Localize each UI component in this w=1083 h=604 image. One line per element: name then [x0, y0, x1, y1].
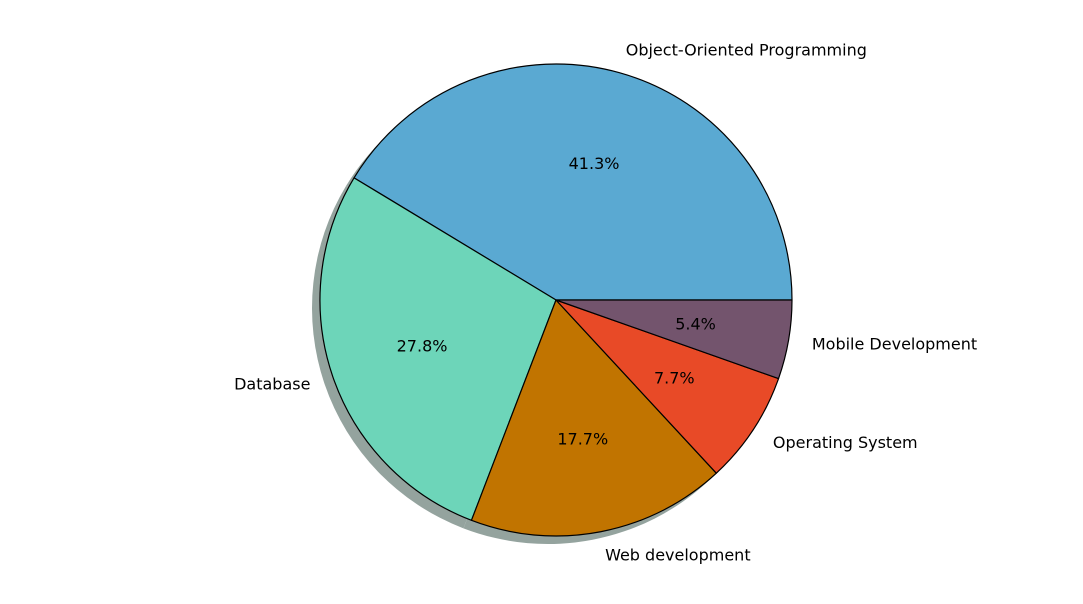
pie-labels: 41.3% Object-Oriented Programming 27.8% Dat… — [234, 40, 977, 564]
pie-slice-web-development — [470, 299, 717, 537]
pct-label-web-development: 17.7% — [557, 430, 608, 449]
pie-slice-operating-system — [555, 299, 780, 474]
pie-slice-mobile-development — [555, 299, 793, 380]
pie-slices — [319, 63, 793, 537]
category-label-operating-system: Operating System — [773, 433, 918, 452]
category-label-database: Database — [234, 375, 310, 394]
pie-slice-database — [319, 177, 557, 521]
category-label-mobile-development: Mobile Development — [812, 334, 977, 353]
pie-slice-object-oriented-programming — [353, 63, 793, 301]
pct-label-object-oriented-programming: 41.3% — [569, 154, 620, 173]
pct-label-operating-system: 7.7% — [654, 368, 695, 387]
pct-label-database: 27.8% — [397, 336, 448, 355]
category-label-object-oriented-programming: Object-Oriented Programming — [626, 40, 867, 59]
category-label-web-development: Web development — [605, 545, 751, 564]
pct-label-mobile-development: 5.4% — [675, 314, 716, 333]
